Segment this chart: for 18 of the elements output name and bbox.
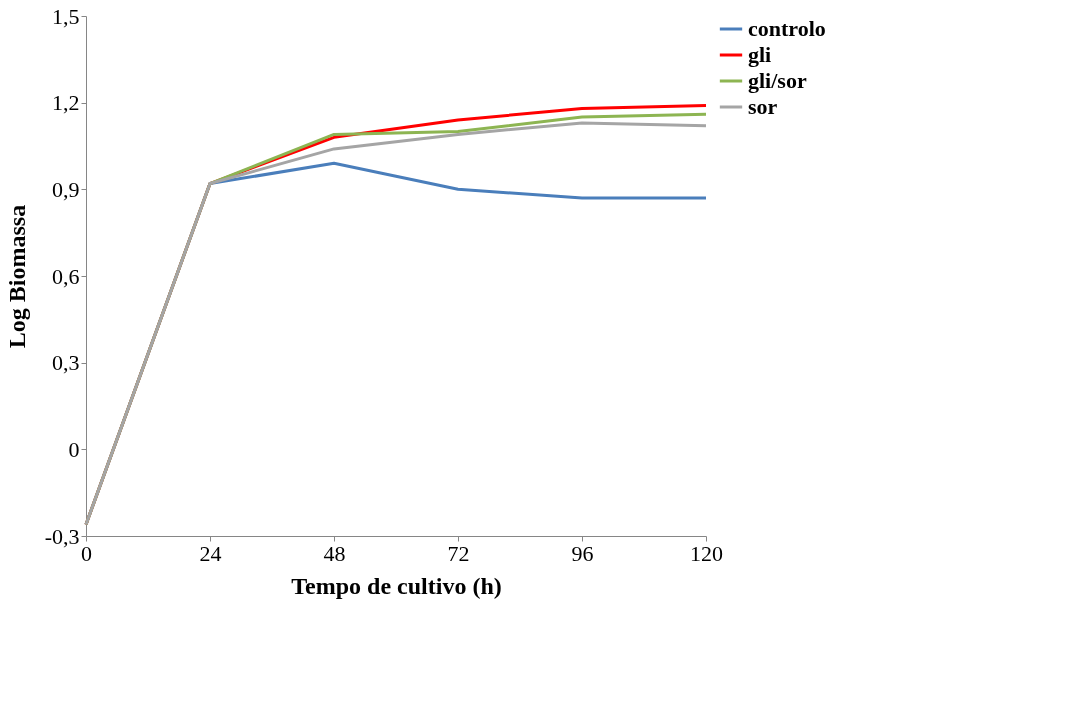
x-tick-label: 120 <box>690 540 723 566</box>
legend-label: gli <box>748 42 772 67</box>
x-tick-label: 72 <box>447 540 470 566</box>
y-tick-label: 1,5 <box>52 3 80 29</box>
legend-label: gli/sor <box>748 68 807 93</box>
x-tick-label: 48 <box>323 540 346 566</box>
y-tick-label: 0,9 <box>52 176 80 202</box>
legend-label: sor <box>748 94 778 119</box>
x-tick-label: 24 <box>199 540 222 566</box>
y-tick-label: 0,6 <box>52 263 80 289</box>
x-axis-title: Tempo de cultivo (h) <box>291 572 502 599</box>
legend-label: controlo <box>748 16 826 41</box>
x-tick-label: 96 <box>571 540 594 566</box>
y-tick-label: 0 <box>68 436 80 462</box>
y-tick-label: 1,2 <box>52 90 80 116</box>
y-axis-title: Log Biomassa <box>3 204 30 349</box>
y-tick-label: -0,3 <box>44 523 80 549</box>
y-tick-label: 0,3 <box>52 350 80 376</box>
